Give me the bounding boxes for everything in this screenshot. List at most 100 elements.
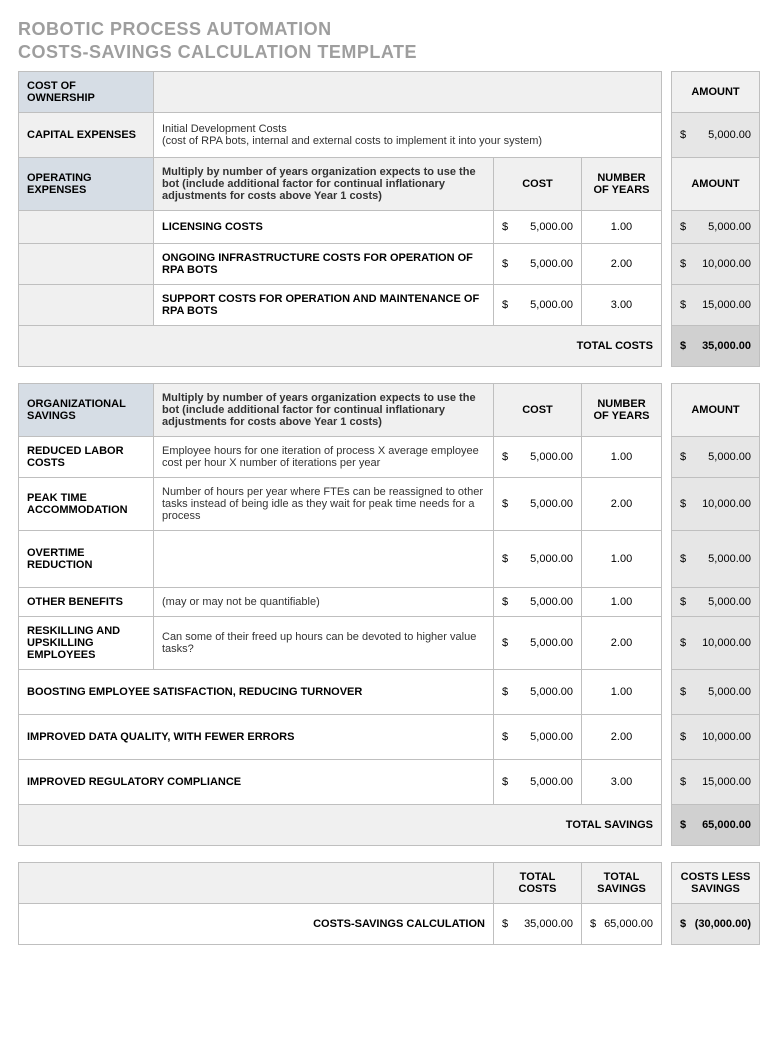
sav-row-label: RESKILLING AND UPSKILLING EMPLOYEES — [19, 616, 154, 669]
sav-row: IMPROVED DATA QUALITY, WITH FEWER ERRORS… — [19, 714, 760, 759]
sav-row-cost: $5,000.00 — [494, 759, 582, 804]
total-savings-hdr: TOTAL SAVINGS — [582, 862, 662, 903]
sav-row: OVERTIME REDUCTION$5,000.001.00$5,000.00 — [19, 530, 760, 587]
sav-row-years: 3.00 — [582, 759, 662, 804]
op-row: LICENSING COSTS$5,000.001.00$5,000.00 — [19, 210, 760, 243]
op-row-years: 1.00 — [581, 210, 661, 243]
sav-row-cost: $5,000.00 — [494, 436, 582, 477]
sav-row-label: BOOSTING EMPLOYEE SATISFACTION, REDUCING… — [19, 669, 494, 714]
op-row-label: ONGOING INFRASTRUCTURE COSTS FOR OPERATI… — [154, 243, 494, 284]
op-row-label: SUPPORT COSTS FOR OPERATION AND MAINTENA… — [154, 284, 494, 325]
sav-row: IMPROVED REGULATORY COMPLIANCE$5,000.003… — [19, 759, 760, 804]
total-savings-row: TOTAL SAVINGS $65,000.00 — [19, 804, 760, 845]
op-row-amount: $15,000.00 — [672, 284, 760, 325]
costs-table: COST OF OWNERSHIP AMOUNT CAPITAL EXPENSE… — [18, 71, 760, 367]
sav-row-years: 2.00 — [582, 714, 662, 759]
cost-ownership-label: COST OF OWNERSHIP — [19, 71, 154, 112]
sav-row-label: IMPROVED DATA QUALITY, WITH FEWER ERRORS — [19, 714, 494, 759]
sav-row-amount: $10,000.00 — [672, 477, 760, 530]
sav-row-amount: $10,000.00 — [672, 714, 760, 759]
cost-header: COST — [493, 157, 581, 210]
sav-row-label: OVERTIME REDUCTION — [19, 530, 154, 587]
capital-desc: Initial Development Costs (cost of RPA b… — [154, 112, 662, 157]
op-row-years: 3.00 — [581, 284, 661, 325]
sav-row-desc: Can some of their freed up hours can be … — [154, 616, 494, 669]
op-row-years: 2.00 — [581, 243, 661, 284]
page-title: ROBOTIC PROCESS AUTOMATION COSTS-SAVINGS… — [18, 18, 760, 65]
sav-row-amount: $5,000.00 — [672, 530, 760, 587]
org-savings-header-row: ORGANIZATIONAL SAVINGS Multiply by numbe… — [19, 383, 760, 436]
total-costs-amount: $35,000.00 — [672, 325, 760, 366]
summary-header-row: TOTAL COSTS TOTAL SAVINGS COSTS LESS SAV… — [19, 862, 760, 903]
sav-row-years: 1.00 — [582, 530, 662, 587]
years-header-2: NUMBER OF YEARS — [582, 383, 662, 436]
summary-calc-row: COSTS-SAVINGS CALCULATION $35,000.00 $65… — [19, 903, 760, 944]
cost-ownership-header-row: COST OF OWNERSHIP AMOUNT — [19, 71, 760, 112]
summary-blank — [19, 862, 494, 903]
total-costs-row: TOTAL COSTS $35,000.00 — [19, 325, 760, 366]
calc-label: COSTS-SAVINGS CALCULATION — [19, 903, 494, 944]
sav-row-cost: $5,000.00 — [494, 669, 582, 714]
sav-row: REDUCED LABOR COSTSEmployee hours for on… — [19, 436, 760, 477]
amount-header-2: AMOUNT — [672, 157, 760, 210]
summary-total-costs: $35,000.00 — [494, 903, 582, 944]
title-line2: COSTS-SAVINGS CALCULATION TEMPLATE — [18, 42, 417, 62]
total-costs-hdr: TOTAL COSTS — [494, 862, 582, 903]
sav-row-cost: $5,000.00 — [494, 477, 582, 530]
amount-header: AMOUNT — [672, 71, 760, 112]
sav-row-label: OTHER BENEFITS — [19, 587, 154, 616]
cost-ownership-blank — [154, 71, 662, 112]
capital-expenses-row: CAPITAL EXPENSES Initial Development Cos… — [19, 112, 760, 157]
sav-row-desc: (may or may not be quantifiable) — [154, 587, 494, 616]
sav-row-desc: Number of hours per year where FTEs can … — [154, 477, 494, 530]
op-row-amount: $10,000.00 — [672, 243, 760, 284]
org-savings-desc: Multiply by number of years organization… — [154, 383, 494, 436]
cost-header-2: COST — [494, 383, 582, 436]
sav-row-amount: $10,000.00 — [672, 616, 760, 669]
op-row-cost: $5,000.00 — [493, 210, 581, 243]
summary-total-savings: $65,000.00 — [582, 903, 662, 944]
title-line1: ROBOTIC PROCESS AUTOMATION — [18, 19, 332, 39]
sav-row-years: 2.00 — [582, 616, 662, 669]
sav-row-years: 1.00 — [582, 669, 662, 714]
sav-row: BOOSTING EMPLOYEE SATISFACTION, REDUCING… — [19, 669, 760, 714]
summary-costs-less: $(30,000.00) — [672, 903, 760, 944]
total-costs-label: TOTAL COSTS — [19, 325, 662, 366]
summary-table: TOTAL COSTS TOTAL SAVINGS COSTS LESS SAV… — [18, 862, 760, 945]
op-row-label: LICENSING COSTS — [154, 210, 494, 243]
operating-expenses-header-row: OPERATING EXPENSES Multiply by number of… — [19, 157, 760, 210]
sav-row-desc: Employee hours for one iteration of proc… — [154, 436, 494, 477]
op-row-cost: $5,000.00 — [493, 284, 581, 325]
capital-amount: $5,000.00 — [672, 112, 760, 157]
costs-less-hdr: COSTS LESS SAVINGS — [672, 862, 760, 903]
op-row-blank — [19, 210, 154, 243]
total-savings-label: TOTAL SAVINGS — [19, 804, 662, 845]
op-row-blank — [19, 284, 154, 325]
op-row-amount: $5,000.00 — [672, 210, 760, 243]
sav-row: PEAK TIME ACCOMMODATIONNumber of hours p… — [19, 477, 760, 530]
sav-row-amount: $5,000.00 — [672, 587, 760, 616]
sav-row-cost: $5,000.00 — [494, 587, 582, 616]
org-savings-label: ORGANIZATIONAL SAVINGS — [19, 383, 154, 436]
op-row: SUPPORT COSTS FOR OPERATION AND MAINTENA… — [19, 284, 760, 325]
sav-row-amount: $5,000.00 — [672, 669, 760, 714]
sav-row-years: 2.00 — [582, 477, 662, 530]
operating-desc: Multiply by number of years organization… — [154, 157, 494, 210]
sav-row-amount: $15,000.00 — [672, 759, 760, 804]
sav-row-desc — [154, 530, 494, 587]
sav-row-years: 1.00 — [582, 436, 662, 477]
sav-row: OTHER BENEFITS(may or may not be quantif… — [19, 587, 760, 616]
sav-row-years: 1.00 — [582, 587, 662, 616]
capital-label: CAPITAL EXPENSES — [19, 112, 154, 157]
amount-header-3: AMOUNT — [672, 383, 760, 436]
sav-row-label: PEAK TIME ACCOMMODATION — [19, 477, 154, 530]
sav-row-label: REDUCED LABOR COSTS — [19, 436, 154, 477]
op-row-cost: $5,000.00 — [493, 243, 581, 284]
savings-table: ORGANIZATIONAL SAVINGS Multiply by numbe… — [18, 383, 760, 846]
total-savings-amount: $65,000.00 — [672, 804, 760, 845]
sav-row: RESKILLING AND UPSKILLING EMPLOYEESCan s… — [19, 616, 760, 669]
sav-row-cost: $5,000.00 — [494, 714, 582, 759]
sav-row-cost: $5,000.00 — [494, 616, 582, 669]
sav-row-amount: $5,000.00 — [672, 436, 760, 477]
years-header: NUMBER OF YEARS — [581, 157, 661, 210]
